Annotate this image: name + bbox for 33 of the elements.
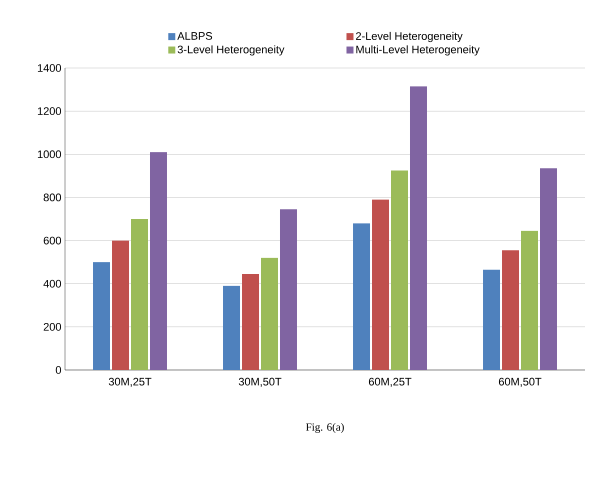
bar xyxy=(150,152,167,370)
x-tick-label: 30M,50T xyxy=(238,378,282,387)
bar xyxy=(223,286,240,370)
bar xyxy=(372,200,390,370)
y-tick-label: 800 xyxy=(44,194,62,202)
bar xyxy=(242,274,260,370)
x-tick-label: 60M,25T xyxy=(368,378,412,387)
x-tick-label: 30M,25T xyxy=(108,378,152,387)
y-tick-label: 1200 xyxy=(38,107,62,116)
y-tick-label: 0 xyxy=(56,366,62,374)
bar xyxy=(521,230,538,370)
bar xyxy=(112,240,130,370)
legend-label: Multi-Level Heterogeneity xyxy=(356,45,480,56)
bar xyxy=(483,270,500,370)
y-tick-label: 1400 xyxy=(38,64,62,72)
caption: Fig. 6(a) xyxy=(306,423,344,433)
bar xyxy=(502,250,520,370)
bar xyxy=(391,170,408,370)
legend-label: 3-Level Heterogeneity xyxy=(178,45,284,56)
y-tick-label: 600 xyxy=(44,236,62,244)
y-tick-label: 200 xyxy=(44,322,62,331)
y-tick-label: 1000 xyxy=(38,150,62,158)
bar xyxy=(540,168,557,370)
bar xyxy=(261,258,278,370)
legend-label: 2-Level Heterogeneity xyxy=(356,32,463,42)
bar xyxy=(130,218,148,370)
bar xyxy=(280,209,297,370)
bar xyxy=(93,262,110,370)
bar xyxy=(353,223,370,370)
x-tick-label: 60M,50T xyxy=(498,378,542,387)
legend-label: ALBPS xyxy=(177,32,212,40)
y-tick-label: 400 xyxy=(43,280,62,288)
bar xyxy=(410,86,427,370)
